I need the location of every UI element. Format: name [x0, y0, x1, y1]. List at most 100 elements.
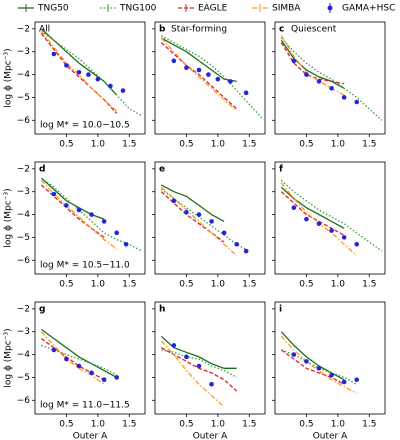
panel-frame: [154, 21, 266, 135]
mass-bin-label: log M* = 10.0−10.5: [40, 121, 130, 131]
data-point: [354, 241, 360, 247]
data-point: [354, 377, 360, 383]
panel-title: Quiescent: [291, 25, 337, 35]
series-line: [160, 186, 238, 257]
legend-item: GAMA+HSC: [327, 3, 395, 14]
y-tick-label: −4: [17, 70, 31, 80]
panel-frame: [274, 301, 386, 415]
series-line: [280, 179, 383, 252]
data-point: [64, 63, 69, 68]
y-tick-label: −2: [17, 164, 30, 174]
x-axis-label: Outer A: [73, 432, 108, 440]
x-tick-label: 1.0: [91, 420, 106, 430]
legend-item: TNG100: [100, 4, 157, 14]
data-point: [304, 359, 309, 364]
series-line: [280, 182, 358, 257]
x-tick-label: 1.0: [331, 280, 346, 290]
x-tick-label: 1.0: [331, 140, 346, 150]
data-point: [171, 343, 177, 348]
x-tick-label: 0.5: [59, 420, 73, 430]
data-point: [86, 72, 91, 77]
data-point: [64, 356, 69, 362]
data-point: [196, 363, 202, 369]
data-point: [76, 207, 82, 213]
panel-frame: [274, 161, 386, 275]
data-point: [95, 76, 101, 82]
x-tick-label: 0.5: [59, 140, 73, 150]
series-line: [280, 335, 358, 394]
data-point: [316, 79, 322, 84]
panel-frame: [34, 301, 146, 415]
series-line: [280, 186, 345, 229]
data-point: [304, 216, 309, 222]
x-tick-label: 1.5: [122, 140, 136, 150]
y-tick-label: −6: [17, 116, 31, 126]
panel-letter: i: [279, 305, 282, 315]
data-point: [291, 352, 297, 357]
data-point: [76, 363, 82, 369]
series-line: [40, 179, 118, 250]
series-line: [280, 42, 345, 85]
data-point: [101, 377, 107, 383]
data-point: [221, 230, 227, 236]
data-point: [89, 212, 94, 217]
data-point: [316, 365, 322, 371]
x-tick-label: 0.5: [59, 280, 73, 290]
series-line: [40, 328, 118, 378]
data-point: [51, 51, 57, 57]
x-tick-label: 1.0: [91, 140, 106, 150]
data-point: [171, 198, 177, 204]
legend-label: TNG100: [119, 4, 157, 14]
legend-label: EAGLE: [198, 4, 228, 14]
y-axis-label: log ϕ (Mpc⁻³): [4, 328, 14, 387]
legend-item: TNG50: [18, 4, 69, 14]
data-point: [291, 58, 297, 64]
data-point: [329, 372, 334, 378]
y-tick-label: −2: [17, 24, 30, 34]
data-point: [243, 248, 249, 254]
legend-label: TNG50: [37, 4, 69, 14]
data-point: [171, 58, 177, 64]
data-point: [341, 235, 347, 240]
legend-label: GAMA+HSC: [342, 4, 395, 14]
data-point: [329, 228, 334, 233]
panel-frame: [34, 21, 146, 135]
y-axis-label: log ϕ (Mpc⁻³): [4, 48, 14, 107]
x-tick-label: 1.5: [242, 420, 256, 430]
y-tick-label: −3: [17, 187, 30, 197]
y-tick-label: −2: [17, 304, 30, 314]
series-line: [280, 191, 345, 236]
y-tick-label: −6: [17, 256, 31, 266]
x-tick-label: 1.5: [362, 140, 376, 150]
series-line: [160, 35, 263, 119]
legend-label: SIMBA: [272, 4, 301, 14]
series-line: [280, 349, 345, 385]
data-point: [196, 67, 202, 73]
x-tick-label: 0.5: [179, 280, 193, 290]
series-line: [40, 28, 118, 96]
panel-letter: b: [159, 25, 166, 35]
panel-letter: c: [279, 25, 284, 35]
panel-frame: [274, 21, 386, 135]
series-line: [280, 331, 345, 381]
x-tick-label: 0.5: [299, 140, 313, 150]
x-tick-label: 1.5: [242, 140, 256, 150]
series-line: [40, 338, 105, 381]
data-point: [101, 219, 107, 224]
series-line: [280, 39, 345, 89]
series-line: [40, 331, 105, 385]
x-axis-label: Outer A: [313, 432, 348, 440]
panel-frame: [34, 161, 146, 275]
data-point: [51, 191, 57, 197]
data-point: [114, 375, 120, 380]
series-line: [40, 177, 143, 252]
x-tick-label: 0.5: [299, 420, 313, 430]
series-line: [160, 42, 238, 110]
series-line: [160, 340, 225, 408]
mass-bin-label: log M* = 11.0−11.5: [40, 401, 130, 411]
y-tick-label: −4: [17, 350, 31, 360]
y-tick-label: −5: [17, 233, 30, 243]
series-line: [280, 35, 345, 96]
